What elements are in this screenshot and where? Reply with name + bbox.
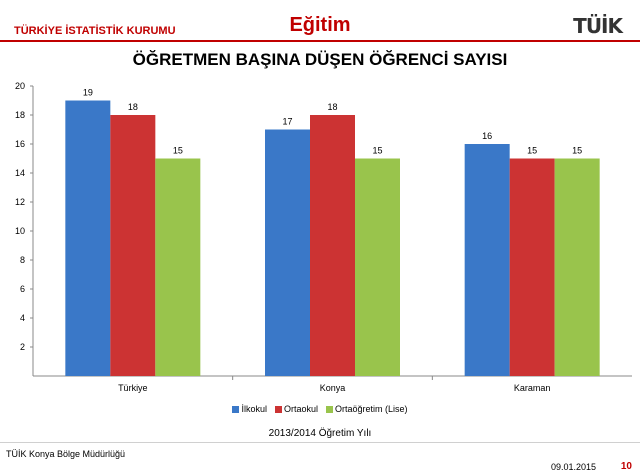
footer-date: 09.01.2015 [550, 462, 596, 472]
y-tick-label: 18 [15, 110, 25, 120]
organization-name: TÜRKİYE İSTATİSTİK KURUMU [14, 25, 176, 37]
legend-label: Ortaokul [283, 404, 318, 414]
chart-labels: 19 18 15 Türkiye 17 18 15 Konya 16 15 15 Karaman [83, 88, 582, 394]
data-label: 16 [482, 131, 492, 141]
bar [110, 115, 156, 376]
bar [509, 158, 555, 376]
category-label: Konya [320, 383, 346, 393]
footer-divider [0, 442, 640, 443]
chart-bars [65, 100, 600, 376]
legend-item: Ortaokul [274, 404, 318, 414]
legend-swatch [274, 406, 282, 413]
bar [155, 158, 201, 376]
bar [464, 144, 510, 376]
data-label: 15 [173, 146, 183, 156]
page-number: 10 [620, 461, 632, 472]
header-divider [0, 40, 640, 42]
legend-swatch [326, 406, 333, 413]
chart-subtitle: 2013/2014 Öğretim Yılı [268, 428, 372, 439]
legend-label: İlkokul [241, 404, 267, 414]
data-label: 19 [83, 88, 93, 98]
y-tick-label: 12 [15, 197, 25, 207]
chart-legend: İlkokul Ortaokul Ortaöğretim (Lise) [0, 404, 640, 414]
y-tick-label: 4 [20, 313, 25, 323]
slide-header: TÜRKİYE İSTATİSTİK KURUMU Eğitim TÜİK [0, 0, 640, 40]
y-tick-label: 16 [15, 139, 25, 149]
data-label: 18 [128, 102, 138, 112]
data-label: 15 [572, 146, 582, 156]
bar [265, 129, 310, 376]
data-label: 18 [327, 102, 337, 112]
category-label: Karaman [514, 383, 551, 393]
y-tick-label: 10 [15, 226, 25, 236]
legend-swatch [232, 406, 240, 413]
bar-chart: 2 4 6 8 10 12 14 16 18 20 19 18 15 Türkiye 17 18 15 Kony… [15, 81, 632, 394]
legend-item: İlkokul [232, 404, 267, 414]
footer-office: TÜİK Konya Bölge Müdürlüğü [6, 449, 126, 459]
bar [355, 158, 400, 376]
y-tick-label: 6 [20, 284, 25, 294]
data-label: 15 [372, 146, 382, 156]
legend-label: Ortaöğretim (Lise) [335, 404, 408, 414]
category-label: Türkiye [118, 383, 148, 393]
bar [65, 100, 111, 376]
data-label: 17 [282, 117, 292, 127]
y-tick-label: 14 [15, 168, 25, 178]
data-label: 15 [527, 146, 537, 156]
tuik-logo: TÜİK [573, 14, 623, 38]
chart-title: ÖĞRETMEN BAŞINA DÜŞEN ÖĞRENCİ SAYISI [132, 50, 508, 69]
bar [554, 158, 600, 376]
section-title: Eğitim [289, 14, 351, 36]
legend-item: Ortaöğretim (Lise) [326, 404, 408, 414]
y-tick-label: 2 [20, 342, 25, 352]
y-tick-label: 8 [20, 255, 25, 265]
bar [310, 115, 355, 376]
y-tick-label: 20 [15, 81, 25, 91]
